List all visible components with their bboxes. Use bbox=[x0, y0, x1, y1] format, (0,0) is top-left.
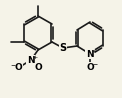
Text: −: − bbox=[92, 62, 98, 67]
Text: +: + bbox=[32, 54, 38, 59]
Text: O: O bbox=[14, 64, 22, 73]
Text: S: S bbox=[59, 43, 67, 53]
Text: +: + bbox=[91, 49, 97, 54]
Text: N: N bbox=[27, 55, 35, 64]
Text: −: − bbox=[10, 63, 16, 68]
Text: N: N bbox=[86, 49, 94, 59]
Text: O: O bbox=[34, 64, 42, 73]
Text: O: O bbox=[86, 63, 94, 72]
